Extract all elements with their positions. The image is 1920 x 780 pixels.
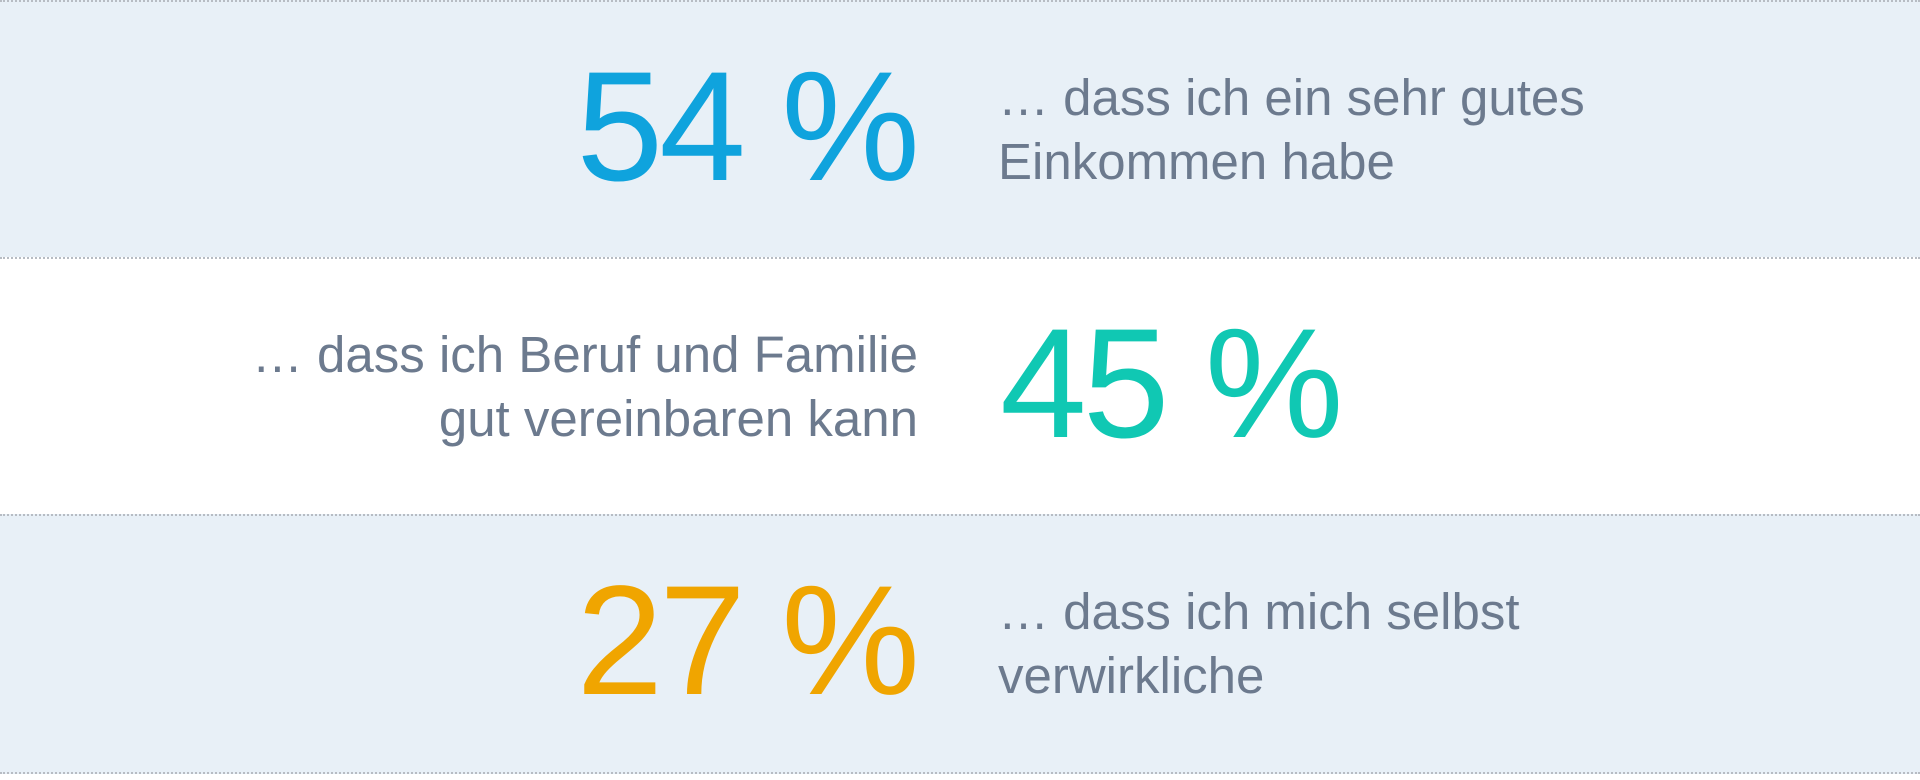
percentage-value: 54 % [576, 40, 920, 214]
stat-description: … dass ich mich selbst verwirkliche [998, 580, 1520, 708]
stat-row-work-life: … dass ich Beruf und Familie gut vereinb… [0, 257, 1920, 514]
percentage-value: 27 % [576, 554, 920, 728]
stat-description-line: gut vereinbaren kann [438, 390, 918, 447]
stat-description-line: verwirkliche [998, 647, 1265, 704]
stat-description: … dass ich ein sehr gutes Einkommen habe [998, 66, 1585, 194]
stat-row-income: 54 % … dass ich ein sehr gutes Einkommen… [0, 0, 1920, 257]
stat-description-line: … dass ich mich selbst [998, 583, 1520, 640]
stat-description: … dass ich Beruf und Familie gut vereinb… [252, 323, 918, 451]
stat-description-line: … dass ich ein sehr gutes [998, 69, 1585, 126]
stat-description-line: … dass ich Beruf und Familie [251, 326, 918, 383]
stat-row-self-fulfillment: 27 % … dass ich mich selbst verwirkliche [0, 514, 1920, 774]
percentage-value: 45 % [1000, 297, 1344, 471]
stat-description-line: Einkommen habe [998, 133, 1395, 190]
